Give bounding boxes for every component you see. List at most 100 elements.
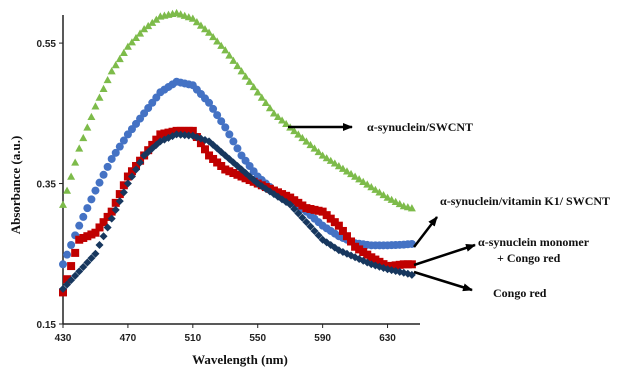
data-point-diamond [103,223,112,232]
data-point-square [164,128,173,137]
data-point-square [322,211,331,220]
data-point-triangle [132,33,141,42]
data-point-triangle [115,54,124,63]
data-point-diamond [132,165,141,174]
data-point-triangle [192,18,201,26]
data-point-circle [213,111,222,120]
data-point-diamond [79,262,88,271]
data-point-square [298,201,307,210]
y-tick-group: 0.15 0.35 0.55 [37,39,63,331]
data-point-triangle [237,67,246,75]
y-tick-label: 0.15 [37,320,57,331]
data-point-triangle [342,167,351,175]
data-point-square [71,248,80,257]
data-point-diamond [71,271,80,280]
data-point-square [119,181,128,190]
data-point-circle [87,195,96,204]
data-point-square [347,237,356,246]
data-point-circle [91,186,100,195]
data-point-triangle [91,102,100,110]
data-point-square [274,188,283,197]
data-point-triangle [99,84,108,92]
data-point-diamond [290,205,299,214]
y-tick-label: 0.55 [37,39,57,50]
data-point-triangle [278,116,287,124]
x-axis-title: Wavelength (nm) [192,352,288,367]
data-point-triangle [111,61,120,69]
data-point-diamond [294,209,303,218]
data-point-triangle [209,32,218,41]
data-point-triangle [383,193,392,201]
data-point-square [79,233,88,242]
data-point-triangle [205,28,214,36]
x-tick-label: 430 [55,333,72,344]
x-tick-label: 470 [120,333,137,344]
data-point-circle [79,212,88,221]
data-point-triangle [249,82,258,91]
data-point-triangle [253,88,262,96]
arrow-congo-red [413,270,473,292]
data-point-square [407,260,416,269]
data-point-triangle [229,56,238,64]
data-point-triangle [119,48,128,56]
axes [62,15,420,325]
data-point-triangle [269,109,278,117]
data-point-circle [95,178,104,187]
data-point-square [306,205,315,214]
data-point-diamond [123,179,132,188]
data-point-square [310,205,319,214]
data-point-diamond [306,222,315,231]
data-point-triangle [371,185,380,193]
data-point-square [282,191,291,200]
data-point-diamond [298,213,307,222]
annotation-vitamin-k1: α-synuclein/vitamin K1/ SWCNT [440,194,610,208]
data-point-square [318,207,327,216]
data-point-square [103,212,112,221]
data-point-triangle [391,197,400,206]
data-point-diamond [302,218,311,227]
data-point-diamond [87,254,96,263]
data-point-triangle [326,156,335,164]
data-point-triangle [200,25,209,33]
data-point-triangle [213,37,222,45]
arrow-vitamin-k1 [413,216,438,248]
data-point-diamond [75,267,84,276]
data-point-diamond [95,240,104,249]
series-triangle [59,8,416,212]
data-point-square [286,193,295,202]
data-point-diamond [136,158,145,167]
series-diamond [59,130,416,293]
x-tick-label: 590 [314,333,331,344]
data-point-triangle [257,93,266,101]
data-point-triangle [318,151,327,159]
data-point-triangle [127,38,136,46]
data-point-triangle [334,161,343,170]
data-point-diamond [111,205,120,214]
x-tick-label: 630 [379,333,396,344]
data-point-triangle [107,67,116,75]
data-point-square [209,154,218,163]
data-point-square [160,129,169,138]
data-point-diamond [127,172,136,181]
data-point-square [363,250,372,259]
data-point-square [375,257,384,266]
data-point-square [387,261,396,270]
data-point-square [334,221,343,230]
data-point-diamond [338,248,347,257]
data-point-square [91,228,100,237]
data-point-triangle [375,188,384,196]
data-point-square [395,260,404,269]
data-point-square [217,161,226,170]
data-point-triangle [148,18,157,26]
data-point-square [290,196,299,205]
x-tick-group: 430 470 510 550 590 630 [55,324,396,344]
data-point-triangle [330,159,339,167]
annotation-group: α-synuclein/SWCNT α-synuclein/vitamin K1… [288,120,610,300]
data-point-square [237,172,246,181]
data-point-triangle [322,154,331,162]
data-point-triangle [363,180,372,188]
data-point-circle [63,250,72,259]
data-point-square [367,253,376,262]
data-point-square [359,248,368,257]
data-point-diamond [119,188,128,197]
